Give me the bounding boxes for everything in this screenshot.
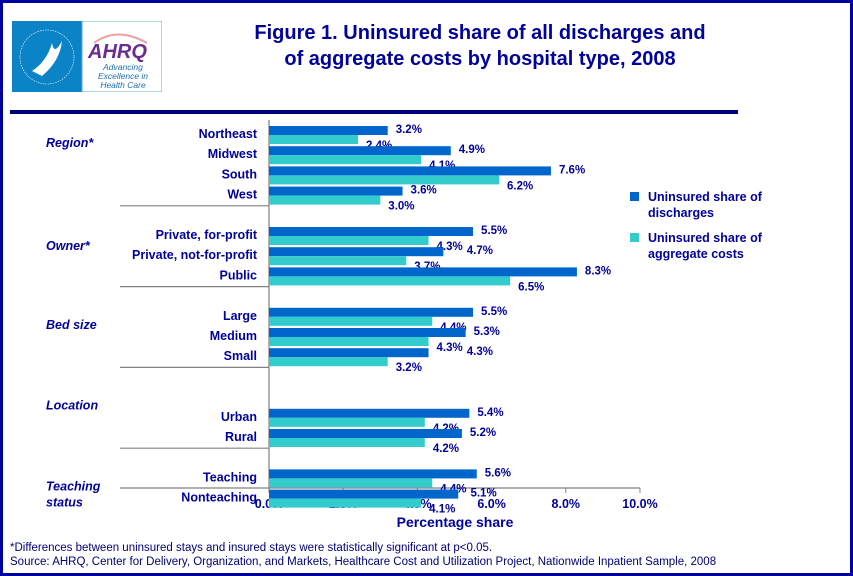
data-label-costs: 4.1%	[429, 504, 455, 516]
data-label-costs: 4.2%	[433, 443, 459, 455]
bar-costs	[269, 417, 425, 427]
category-label: Medium	[210, 329, 257, 343]
bar-costs	[269, 337, 429, 346]
bar-discharges	[269, 126, 388, 135]
bar-costs	[269, 135, 359, 144]
category-label: Small	[224, 349, 257, 363]
bar-costs	[269, 155, 422, 165]
category-label: West	[227, 188, 257, 202]
x-tick-label: 6.0%	[477, 497, 506, 511]
category-label: Midwest	[208, 147, 258, 161]
bar-discharges	[269, 348, 429, 358]
group-label: Owner*	[46, 239, 91, 253]
bar-discharges	[269, 408, 470, 418]
bar-discharges	[269, 166, 551, 176]
svg-text:Advancing: Advancing	[102, 62, 143, 72]
legend-label-costs-2: aggregate costs	[648, 247, 744, 261]
bar-costs	[269, 478, 433, 488]
group-label: status	[46, 495, 83, 509]
eagle-icon	[32, 41, 62, 76]
category-label: Large	[223, 309, 257, 323]
svg-text:Health Care: Health Care	[100, 80, 146, 90]
data-label-costs: 6.5%	[518, 281, 544, 293]
chart-title: Figure 1. Uninsured share of all dischar…	[200, 20, 760, 72]
data-label-discharges: 5.5%	[481, 225, 507, 237]
bar-costs	[269, 357, 388, 367]
x-axis-title: Percentage share	[397, 514, 514, 530]
category-label: Public	[219, 268, 257, 282]
header-divider	[10, 110, 738, 114]
data-label-discharges: 5.2%	[470, 427, 496, 439]
group-label: Location	[46, 399, 98, 413]
bar-discharges	[269, 328, 466, 337]
data-label-discharges: 5.6%	[485, 467, 511, 479]
legend-label-discharges-2: discharges	[648, 206, 714, 220]
bar-discharges	[269, 227, 474, 236]
data-label-discharges: 5.3%	[474, 326, 500, 338]
category-label: Nonteaching	[181, 491, 257, 505]
category-label: Private, not-for-profit	[132, 248, 258, 262]
data-label-costs: 4.3%	[437, 342, 463, 354]
data-label-discharges: 7.6%	[559, 164, 585, 176]
bar-discharges	[269, 146, 451, 156]
legend-swatch-costs	[630, 233, 639, 242]
category-label: South	[222, 167, 257, 181]
bar-discharges	[269, 489, 459, 499]
bar-discharges	[269, 469, 477, 479]
legend-label-costs-1: Uninsured share of	[648, 231, 763, 245]
data-label-costs: 3.2%	[396, 362, 422, 374]
category-label: Rural	[225, 430, 257, 444]
category-label: Private, for-profit	[156, 228, 258, 242]
data-label-discharges: 5.5%	[481, 306, 507, 318]
source-note: Source: AHRQ, Center for Delivery, Organ…	[10, 556, 717, 568]
group-label: Bed size	[46, 318, 97, 332]
ahrq-logo: AHRQ Advancing Excellence in Health Care	[12, 21, 162, 92]
data-label-discharges: 3.2%	[396, 124, 422, 136]
bar-costs	[269, 175, 500, 185]
bar-costs	[269, 276, 511, 286]
group-label: Region*	[46, 136, 94, 150]
bar-costs	[269, 236, 429, 245]
bar-costs	[269, 438, 425, 447]
bar-costs	[269, 316, 433, 326]
x-tick-label: 10.0%	[622, 497, 657, 511]
ahrq-wordmark: AHRQ	[87, 41, 147, 63]
data-label-costs: 6.2%	[507, 180, 533, 192]
legend-swatch-discharges	[630, 192, 639, 201]
data-label-discharges: 4.9%	[459, 144, 485, 156]
bar-discharges	[269, 307, 474, 317]
legend-label-discharges-1: Uninsured share of	[648, 190, 763, 204]
data-label-discharges: 8.3%	[585, 265, 611, 277]
x-tick-label: 8.0%	[552, 497, 581, 511]
title-line-1: Figure 1. Uninsured share of all dischar…	[254, 22, 706, 44]
bar-discharges	[269, 247, 444, 257]
data-label-discharges: 5.4%	[477, 407, 503, 419]
group-label: Teaching	[46, 479, 101, 493]
category-label: Teaching	[203, 470, 257, 484]
bar-discharges	[269, 267, 577, 277]
category-label: Northeast	[199, 127, 258, 141]
title-line-2: of aggregate costs by hospital type, 200…	[284, 48, 676, 70]
bar-costs	[269, 498, 422, 508]
data-label-discharges: 4.7%	[467, 245, 493, 257]
data-label-discharges: 3.6%	[411, 185, 437, 197]
bar-discharges	[269, 429, 462, 438]
data-label-discharges: 4.3%	[467, 346, 493, 358]
data-label-costs: 3.0%	[388, 201, 414, 213]
footnote: *Differences between uninsured stays and…	[10, 542, 493, 554]
bar-costs	[269, 256, 407, 266]
category-label: Urban	[221, 410, 257, 424]
bar-discharges	[269, 186, 403, 196]
data-label-discharges: 5.1%	[470, 488, 496, 500]
bar-costs	[269, 195, 381, 205]
svg-text:Excellence in: Excellence in	[98, 71, 148, 81]
